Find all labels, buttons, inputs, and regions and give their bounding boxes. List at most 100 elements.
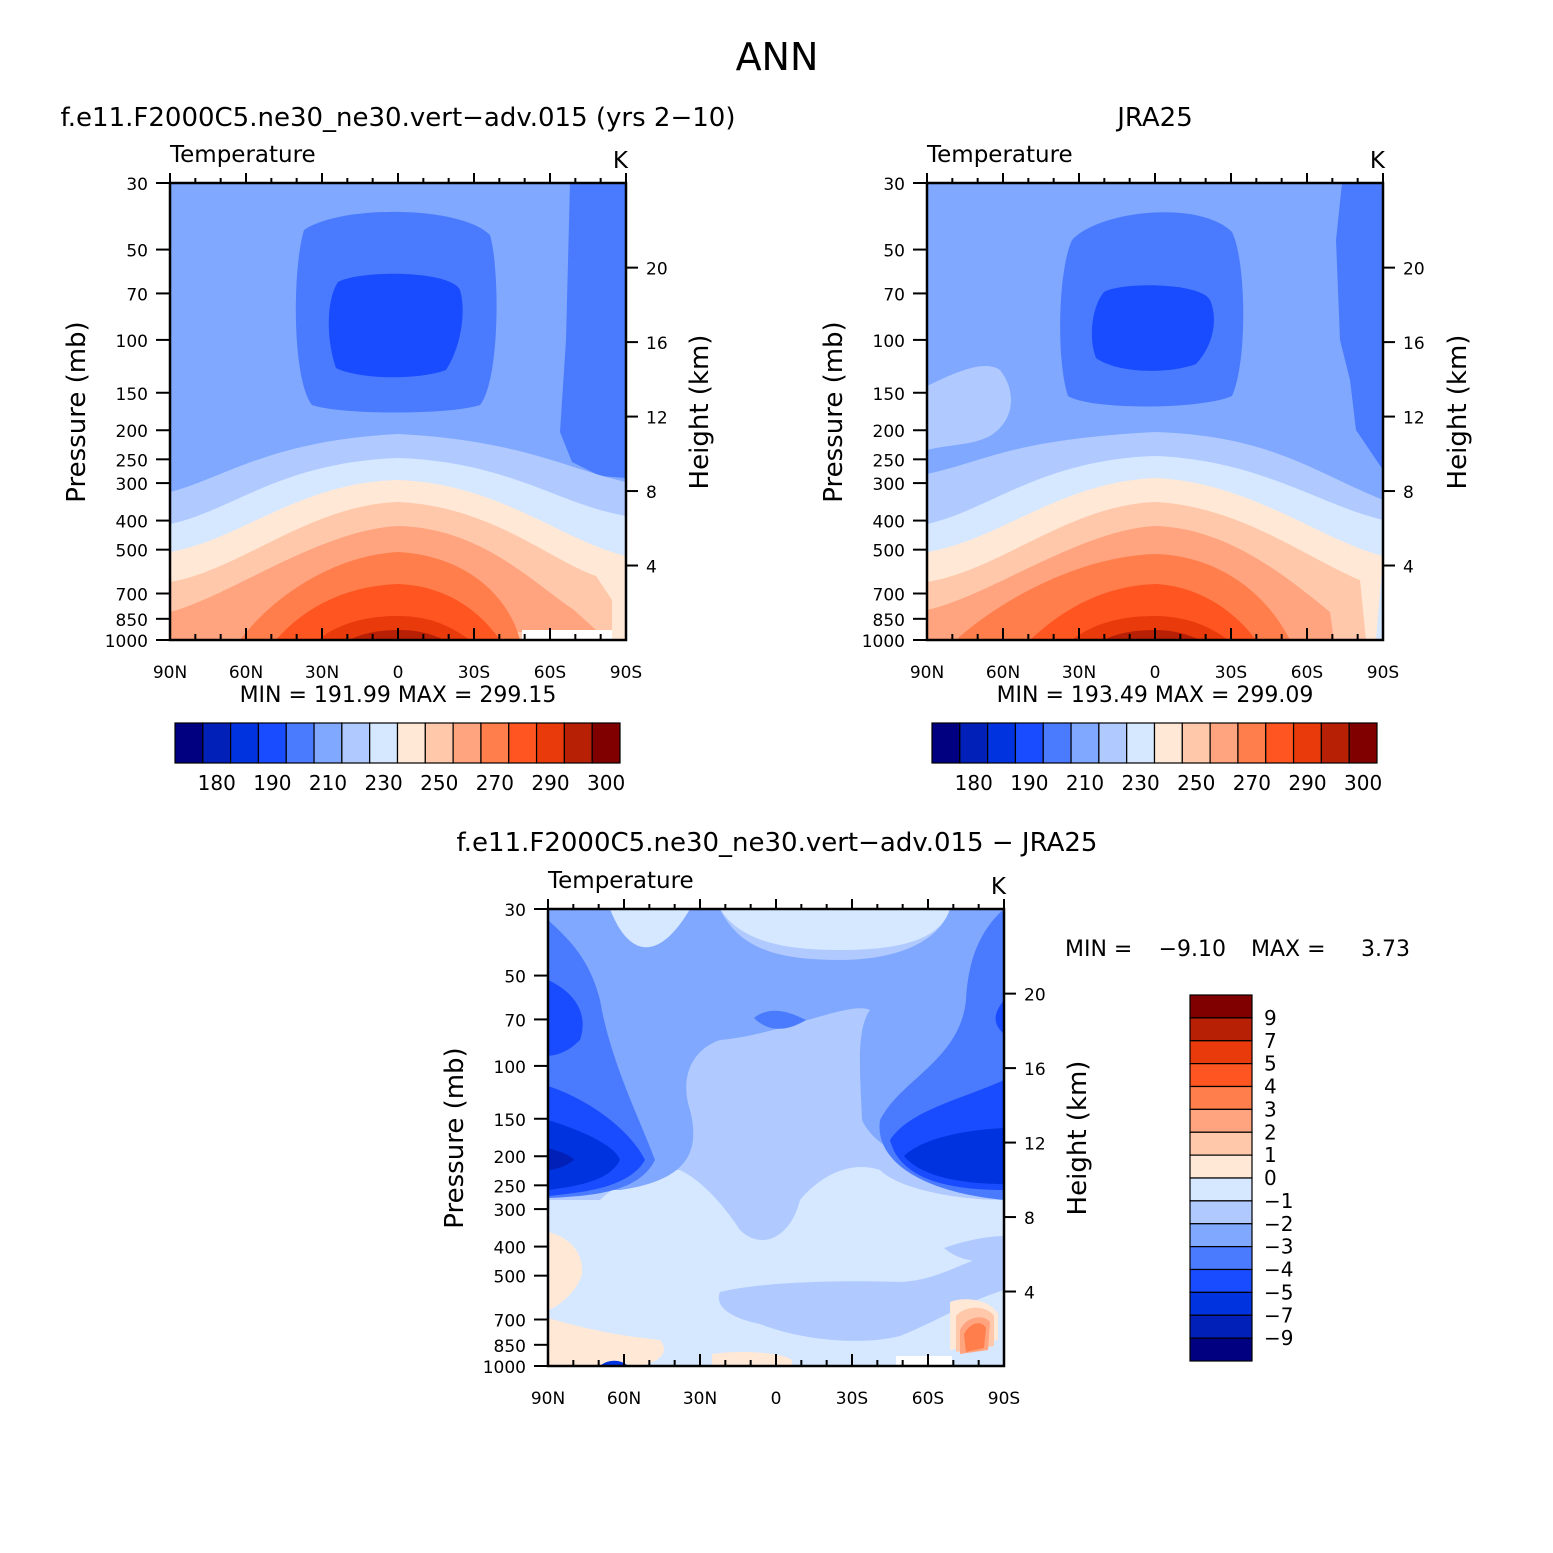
contour-band-minus1-mid	[944, 1236, 1004, 1264]
colorbar-label: 180	[955, 771, 993, 795]
units-label: K	[613, 148, 629, 174]
y-tick-label: 500	[873, 542, 905, 562]
colorbar-swatch	[369, 722, 399, 764]
stats-label: MIN = 193.49 MAX = 299.09	[997, 683, 1314, 708]
y-tick-label: 400	[494, 1239, 526, 1259]
y-tick-label: 250	[873, 451, 905, 471]
colorbar-label: 7	[1264, 1029, 1277, 1053]
colorbar-swatch	[1189, 1268, 1253, 1293]
colorbar-swatch	[1189, 1063, 1253, 1088]
y-right-tick-label: 16	[1024, 1060, 1046, 1080]
y-tick-label: 70	[883, 285, 905, 305]
y-tick-label: 850	[116, 611, 148, 631]
x-tick-label: 0	[1150, 663, 1161, 683]
colorbar-label: 230	[1122, 771, 1160, 795]
x-tick-label: 30N	[305, 663, 339, 683]
y-tick-label: 50	[883, 242, 905, 262]
colorbar-swatch	[1189, 1017, 1253, 1042]
stats-label: MIN = 191.99 MAX = 299.15	[240, 683, 557, 708]
panel-difference: f.e11.F2000C5.ne30_ne30.vert−adv.015 − J…	[440, 828, 1410, 1409]
colorbar-swatch	[424, 722, 454, 764]
colorbar-swatch	[341, 722, 371, 764]
y-tick-label: 250	[494, 1177, 526, 1197]
colorbar-label: 180	[198, 771, 236, 795]
y-tick-label: 300	[494, 1201, 526, 1221]
y-tick-label: 850	[494, 1337, 526, 1357]
colorbar-swatch	[1189, 1246, 1253, 1271]
colorbar: 180 190 210 230 250 270 290 300	[931, 722, 1382, 795]
y-tick-label: 500	[116, 542, 148, 562]
y-axis-label-right: Height (km)	[685, 335, 715, 490]
y-tick-label: 400	[116, 513, 148, 533]
colorbar-label: 300	[1344, 771, 1382, 795]
y-right-tick-label: 4	[1403, 558, 1414, 578]
stats-min-label: MIN =	[1065, 937, 1132, 962]
colorbar-swatch	[285, 722, 315, 764]
colorbar-label: 4	[1264, 1075, 1277, 1099]
y-tick-label: 150	[494, 1111, 526, 1131]
y-tick-label: 200	[116, 422, 148, 442]
colorbar-label: 3	[1264, 1097, 1277, 1121]
colorbar-swatch	[508, 722, 538, 764]
contour-band-minus5-left	[548, 1120, 620, 1190]
y-tick-label: 1000	[105, 632, 148, 652]
colorbar-swatch	[1209, 722, 1239, 764]
x-tick-label: 90S	[610, 663, 642, 683]
colorbar-label: −7	[1264, 1303, 1293, 1327]
y-tick-label: 400	[873, 513, 905, 533]
x-tick-label: 30S	[836, 1389, 868, 1409]
units-label: K	[991, 874, 1007, 900]
colorbar-swatch	[1189, 1177, 1253, 1202]
colorbar-swatch	[1189, 1108, 1253, 1133]
colorbar-swatch	[959, 722, 989, 764]
y-right-tick-label: 4	[646, 558, 657, 578]
colorbar-label: 2	[1264, 1120, 1277, 1144]
colorbar-label: 9	[1264, 1006, 1277, 1030]
contour-band-dark-se	[560, 183, 626, 478]
stats-min-value: −9.10	[1159, 937, 1226, 962]
colorbar-swatch	[1126, 722, 1156, 764]
y-tick-label: 250	[116, 451, 148, 471]
colorbar-swatch	[591, 722, 621, 764]
contour-band-295	[318, 616, 470, 640]
x-tick-label: 0	[771, 1389, 782, 1409]
colorbar-swatch	[1070, 722, 1100, 764]
colorbar-swatch	[1189, 1200, 1253, 1225]
y-tick-label: 500	[494, 1268, 526, 1288]
y-right-tick-label: 8	[646, 483, 657, 503]
panel-model: f.e11.F2000C5.ne30_ne30.vert−adv.015 (yr…	[61, 103, 736, 795]
colorbar-label: 270	[476, 771, 514, 795]
colorbar-swatch	[202, 722, 232, 764]
contour-band-minus3-island	[754, 1010, 806, 1029]
y-right-tick-label: 12	[1403, 409, 1425, 429]
x-tick-label: 90N	[153, 663, 187, 683]
colorbar-swatch	[257, 722, 287, 764]
x-tick-label: 30N	[1062, 663, 1096, 683]
colorbar-swatch	[1320, 722, 1350, 764]
colorbar-swatch	[1189, 1131, 1253, 1156]
y-tick-label: 700	[494, 1312, 526, 1332]
colorbar-swatch	[1181, 722, 1211, 764]
colorbar-label: −5	[1264, 1280, 1293, 1304]
x-tick-label: 60N	[607, 1389, 641, 1409]
x-tick-label: 60S	[912, 1389, 944, 1409]
colorbar-label: 250	[1177, 771, 1215, 795]
x-tick-label: 90N	[531, 1389, 565, 1409]
missing-data-patch	[522, 630, 612, 640]
y-axis-label: Pressure (mb)	[819, 321, 849, 502]
x-tick-label: 90S	[1367, 663, 1399, 683]
contour-band-cold-nh	[927, 365, 1011, 450]
x-tick-label: 0	[393, 663, 404, 683]
x-tick-label: 60S	[1291, 663, 1323, 683]
colorbar-swatch	[1189, 1223, 1253, 1248]
colorbar-swatch	[1098, 722, 1128, 764]
y-axis-label: Pressure (mb)	[62, 321, 92, 502]
contour-band-minus4-right-upper	[995, 1000, 1004, 1034]
x-tick-label: 90S	[988, 1389, 1020, 1409]
y-right-tick-label: 8	[1403, 483, 1414, 503]
colorbar: 180 190 210 230 250 270 290 300	[174, 722, 625, 795]
y-tick-label: 200	[494, 1148, 526, 1168]
